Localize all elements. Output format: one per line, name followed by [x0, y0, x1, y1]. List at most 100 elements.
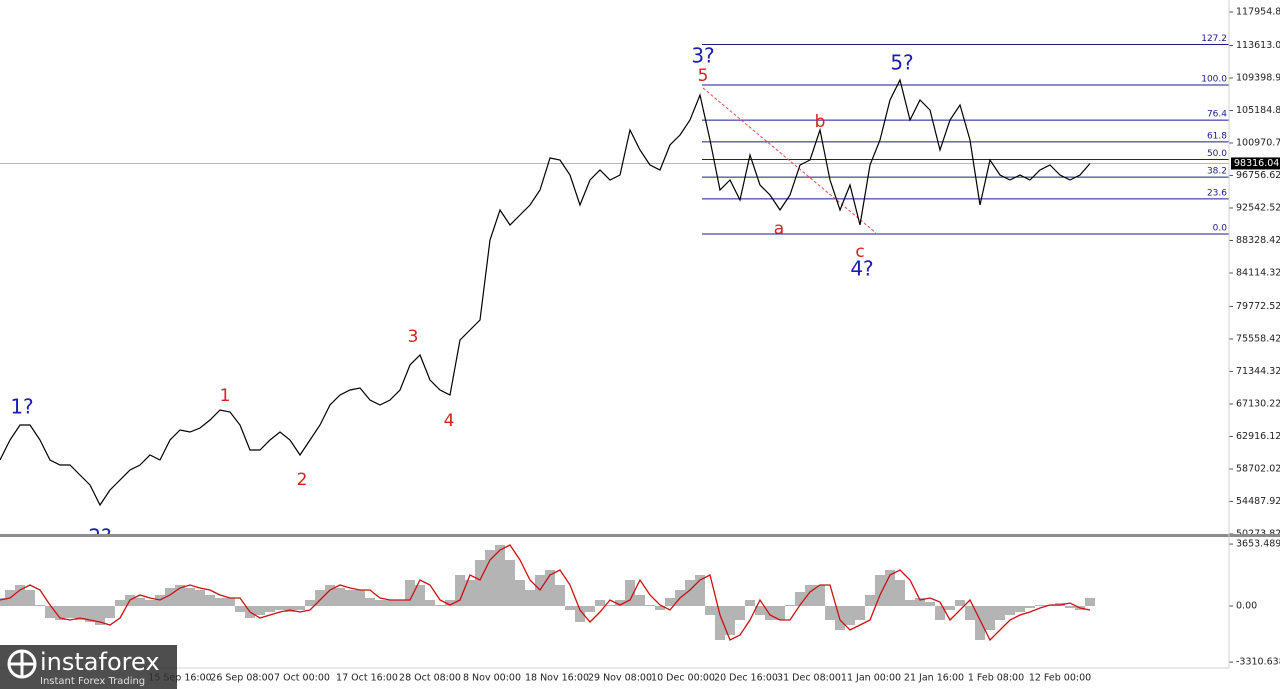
y-tick-label: 88328.42	[1236, 235, 1280, 246]
fib-label: 76.4	[1207, 110, 1227, 120]
histogram-bar	[475, 560, 485, 606]
histogram-bar	[995, 606, 1005, 620]
histogram-bar	[685, 580, 695, 606]
wave-label: 3?	[691, 44, 714, 68]
histogram-bar	[1085, 598, 1095, 606]
histogram-bar	[375, 600, 385, 606]
x-tick-label: 7 Oct 00:00	[274, 673, 330, 684]
histogram-bar	[845, 606, 855, 625]
y-tick-label: 84114.32	[1236, 267, 1280, 278]
histogram-bar	[1065, 606, 1075, 608]
y-tick-label: 50273.82	[1236, 528, 1280, 539]
histogram-bar	[985, 606, 995, 630]
histogram-bar	[935, 606, 945, 620]
x-tick-label: 18 Nov 16:00	[525, 673, 589, 684]
histogram-bar	[335, 588, 345, 606]
y-tick-label: 105184.82	[1236, 105, 1280, 116]
histogram-bar	[165, 588, 175, 606]
histogram-bar	[515, 580, 525, 606]
y-tick-label: 54487.92	[1236, 496, 1280, 507]
histogram-bar	[1035, 605, 1045, 606]
histogram-bar	[615, 600, 625, 606]
histogram-bar	[655, 606, 665, 610]
histogram-bar	[865, 595, 875, 606]
histogram-bar	[665, 598, 675, 606]
logo-tagline: Instant Forex Trading	[40, 676, 145, 687]
histogram-bar	[505, 560, 515, 606]
wave-label: c	[855, 242, 864, 262]
histogram-bar	[585, 606, 595, 612]
price-line	[0, 78, 1091, 507]
y-tick-label: 100970.72	[1236, 137, 1280, 148]
current-price-label: 98316.04	[1234, 158, 1279, 169]
histogram-bar	[915, 598, 925, 606]
fib-label: 127.2	[1201, 34, 1227, 44]
y-tick-label: 71344.32	[1236, 366, 1280, 377]
histogram-bar	[595, 600, 605, 606]
fib-label: 61.8	[1207, 131, 1227, 141]
histogram-bar	[225, 598, 235, 606]
histogram-bar	[1015, 606, 1025, 612]
histogram-bar	[735, 606, 745, 620]
histogram-bar	[645, 605, 655, 606]
x-tick-label: 15 Sep 16:00	[148, 673, 211, 684]
histogram-bar	[95, 606, 105, 625]
histogram-bar	[395, 600, 405, 606]
y-tick-label: 109398.92	[1236, 72, 1280, 83]
histogram-bar	[35, 605, 45, 606]
histogram-bar	[1005, 606, 1015, 615]
current-price-box	[1231, 157, 1280, 170]
wave-label: 5	[698, 66, 709, 86]
histogram-bar	[235, 606, 245, 612]
histogram-bar	[1025, 606, 1035, 608]
fib-label: 38.2	[1207, 167, 1227, 177]
histogram-bar	[305, 600, 315, 606]
histogram-bar	[25, 590, 35, 606]
y-tick-label: 117954.82	[1236, 6, 1280, 17]
histogram-bar	[255, 606, 265, 615]
histogram-bar	[765, 606, 775, 620]
wave-label: a	[774, 219, 784, 239]
x-tick-label: 10 Dec 00:00	[651, 673, 715, 684]
histogram-bar	[205, 595, 215, 606]
histogram-bar	[805, 585, 815, 606]
histogram-bar	[45, 606, 55, 618]
axes: 117954.82 113613.00 109398.92 105184.82 1009…	[148, 6, 1280, 684]
histogram-bar	[795, 592, 805, 606]
y-tick-label: 79772.52	[1236, 301, 1280, 312]
y-tick-label: -3310.638	[1236, 657, 1280, 668]
histogram-bar	[295, 606, 305, 610]
logo-name: instaforex	[40, 648, 160, 676]
histogram-bar	[275, 606, 285, 610]
x-tick-label: 8 Nov 00:00	[463, 673, 521, 684]
histogram-bar	[105, 606, 115, 618]
y-tick-label: 3653.489	[1236, 539, 1280, 550]
histogram-bar	[565, 606, 575, 610]
panel-separator	[0, 534, 1280, 537]
histogram-bar	[925, 602, 935, 606]
histogram-bar	[195, 590, 205, 606]
histogram-bar	[555, 585, 565, 606]
trend-line	[702, 87, 877, 234]
fib-label: 0.0	[1213, 223, 1228, 233]
histogram-bar	[265, 606, 275, 612]
histogram-bar	[855, 606, 865, 620]
wave-label: 3	[408, 327, 419, 347]
y-tick-label: 113613.00	[1236, 40, 1280, 51]
x-tick-label: 29 Nov 08:00	[588, 673, 652, 684]
histogram-bar	[435, 605, 445, 606]
histogram-bar	[965, 606, 975, 620]
x-tick-label: 1 Feb 08:00	[968, 673, 1024, 684]
histogram-bar	[85, 606, 95, 622]
fib-label: 23.6	[1207, 188, 1227, 198]
signal-line	[0, 544, 1091, 642]
histogram-bar	[115, 600, 125, 606]
histogram-bar	[465, 580, 475, 606]
histogram-bar	[745, 600, 755, 606]
histogram-bar	[625, 580, 635, 606]
histogram-bar	[65, 606, 75, 618]
histogram-bar	[445, 600, 455, 606]
histogram-bar	[775, 606, 785, 620]
wave-label: 1	[220, 386, 231, 406]
